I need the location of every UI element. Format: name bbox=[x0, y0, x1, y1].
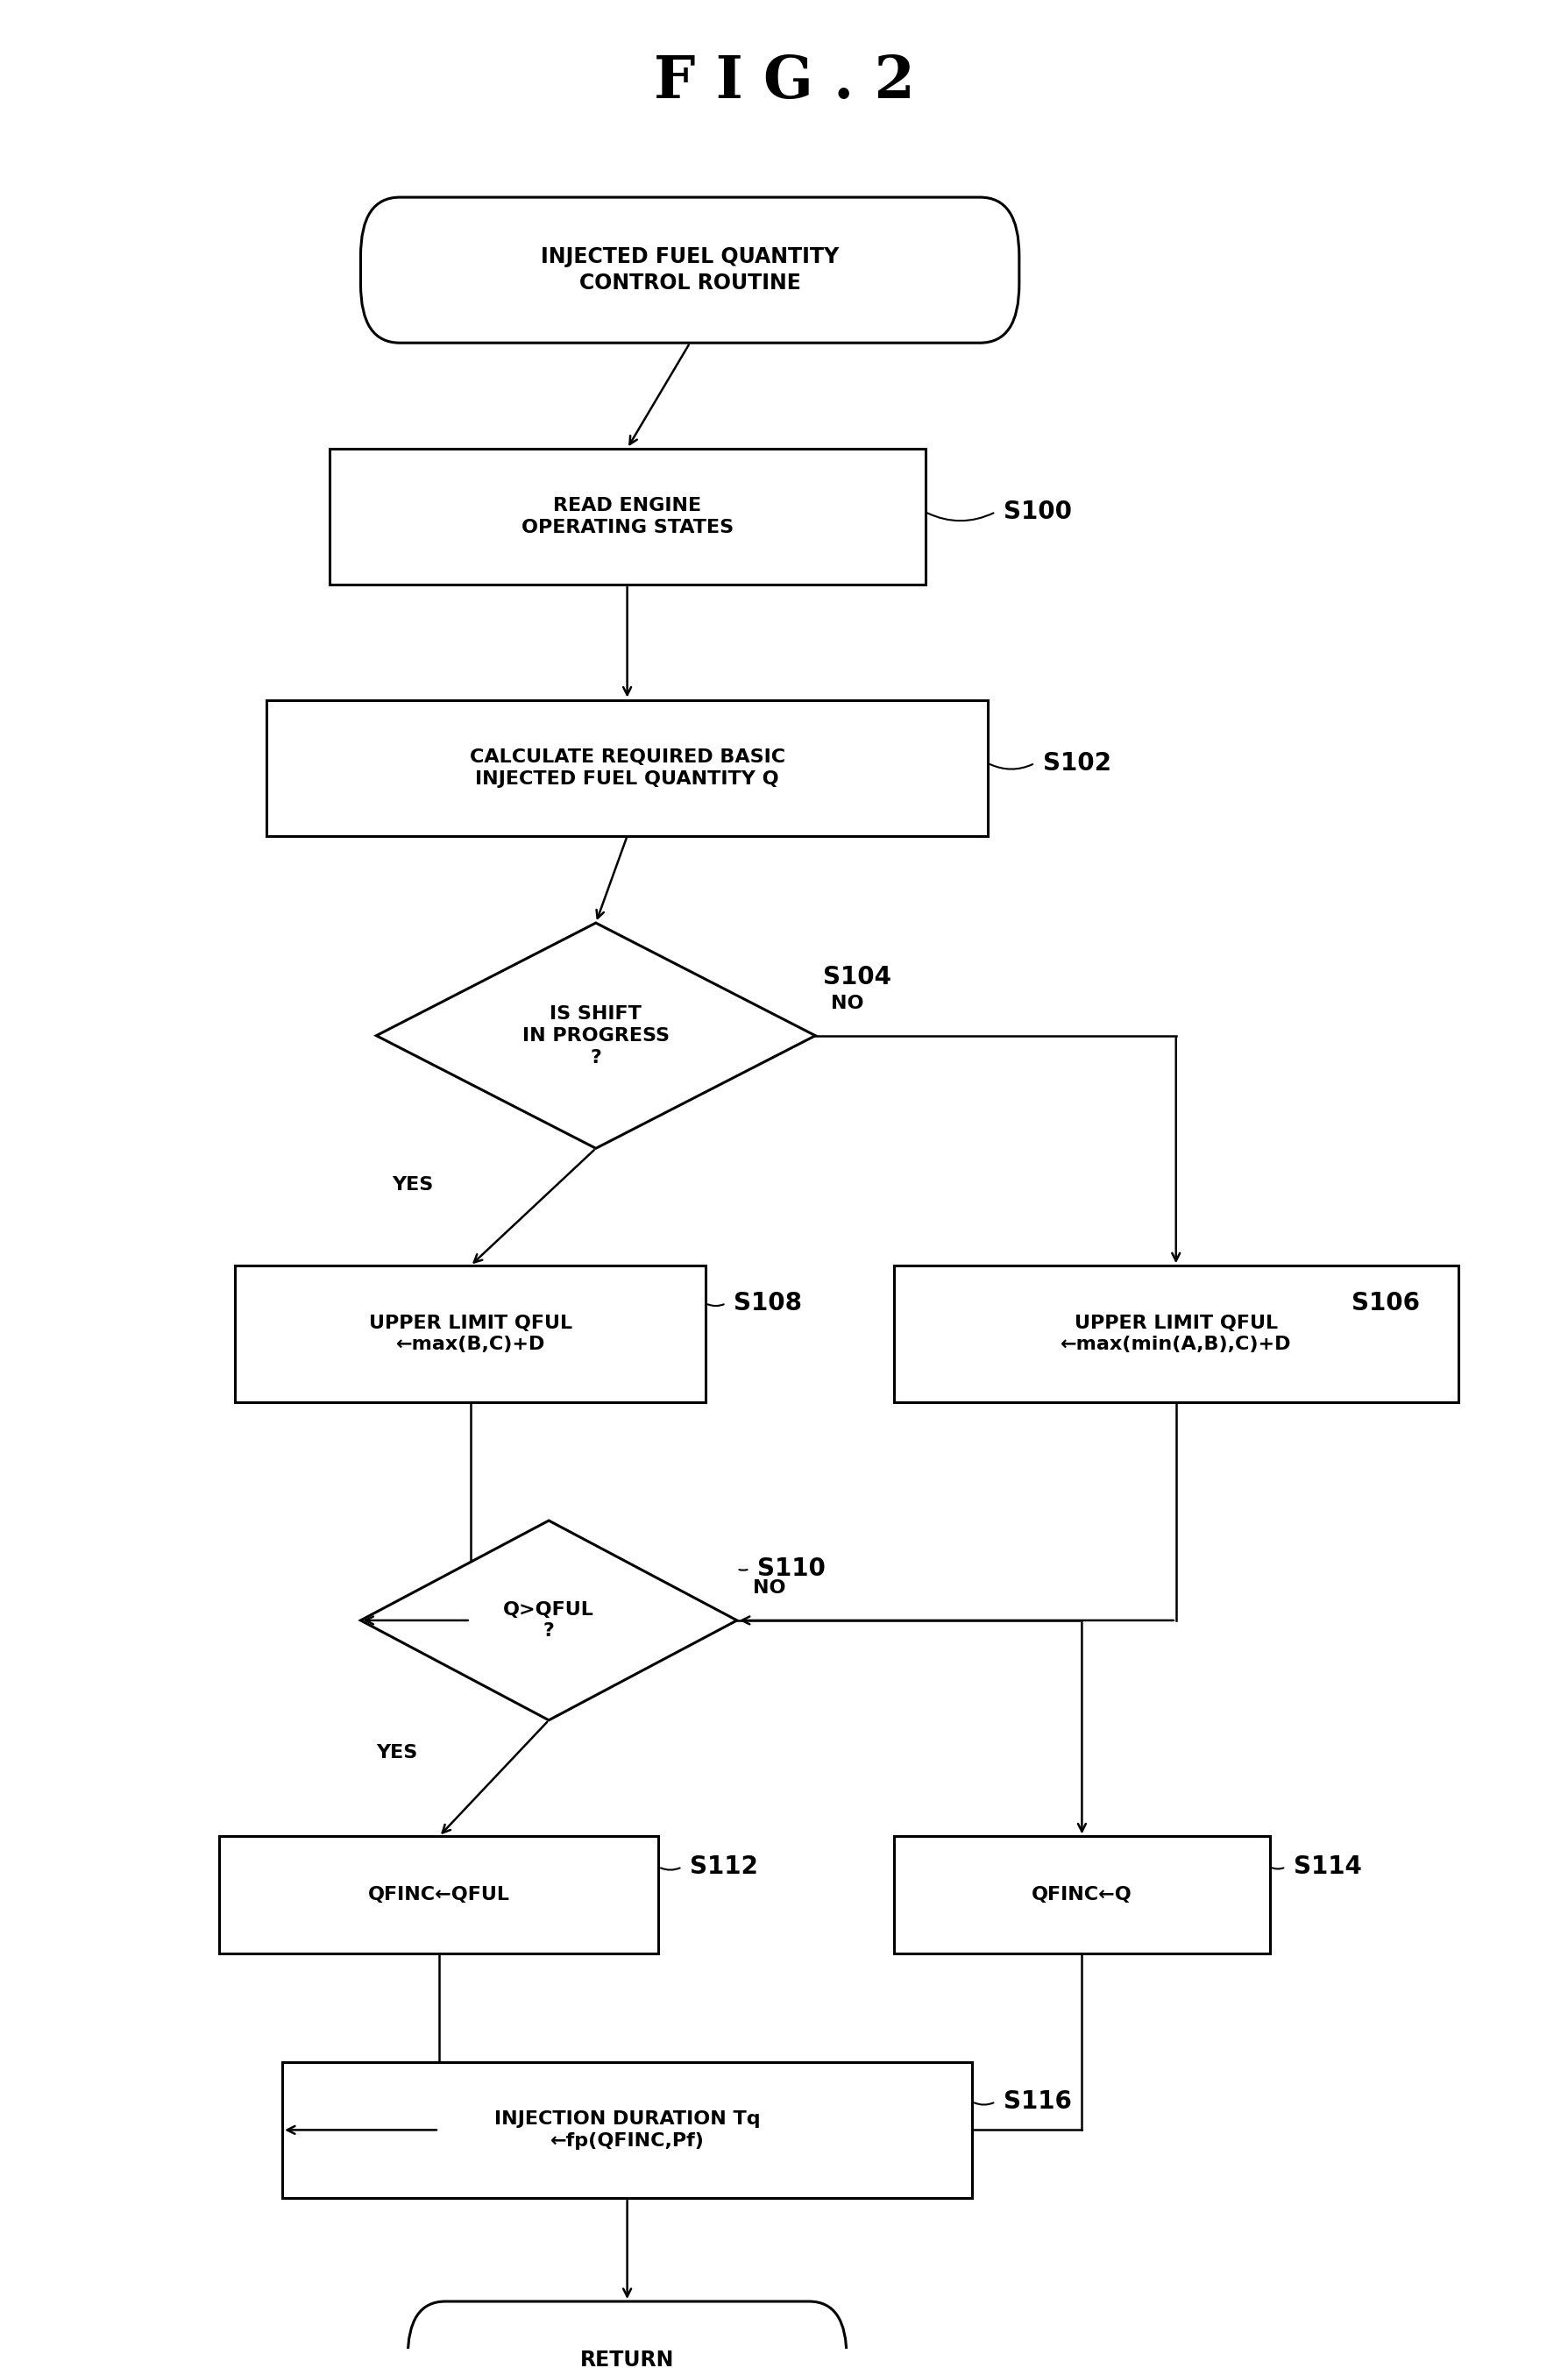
Text: INJECTION DURATION Tq
←fp(QFINC,Pf): INJECTION DURATION Tq ←fp(QFINC,Pf) bbox=[494, 2110, 760, 2150]
FancyBboxPatch shape bbox=[894, 1838, 1270, 1954]
Text: S116: S116 bbox=[1004, 2089, 1073, 2115]
Polygon shape bbox=[376, 924, 815, 1148]
Text: S112: S112 bbox=[690, 1854, 759, 1880]
Text: Q>QFUL
?: Q>QFUL ? bbox=[503, 1601, 594, 1641]
Text: S104: S104 bbox=[823, 964, 892, 990]
Text: S106: S106 bbox=[1352, 1291, 1421, 1317]
Text: QFINC←Q: QFINC←Q bbox=[1032, 1887, 1132, 1904]
Text: S108: S108 bbox=[734, 1291, 803, 1317]
FancyBboxPatch shape bbox=[235, 1267, 706, 1402]
Polygon shape bbox=[361, 1520, 737, 1719]
Text: S100: S100 bbox=[1004, 500, 1073, 523]
Text: RETURN: RETURN bbox=[580, 2349, 674, 2368]
Text: S114: S114 bbox=[1294, 1854, 1363, 1880]
Text: S110: S110 bbox=[757, 1556, 826, 1582]
Text: UPPER LIMIT QFUL
←max(B,C)+D: UPPER LIMIT QFUL ←max(B,C)+D bbox=[368, 1314, 572, 1354]
Text: F I G . 2: F I G . 2 bbox=[654, 54, 914, 111]
Text: YES: YES bbox=[376, 1743, 417, 1762]
Text: QFINC←QFUL: QFINC←QFUL bbox=[368, 1887, 510, 1904]
FancyBboxPatch shape bbox=[267, 701, 988, 836]
Text: IS SHIFT
IN PROGRESS
?: IS SHIFT IN PROGRESS ? bbox=[522, 1004, 670, 1066]
Text: YES: YES bbox=[392, 1177, 433, 1193]
FancyBboxPatch shape bbox=[329, 448, 925, 585]
FancyBboxPatch shape bbox=[282, 2063, 972, 2198]
Text: CALCULATE REQUIRED BASIC
INJECTED FUEL QUANTITY Q: CALCULATE REQUIRED BASIC INJECTED FUEL Q… bbox=[469, 748, 786, 789]
Text: READ ENGINE
OPERATING STATES: READ ENGINE OPERATING STATES bbox=[521, 497, 734, 535]
Text: UPPER LIMIT QFUL
←max(min(A,B),C)+D: UPPER LIMIT QFUL ←max(min(A,B),C)+D bbox=[1060, 1314, 1292, 1354]
Text: S102: S102 bbox=[1043, 751, 1112, 774]
Text: NO: NO bbox=[831, 995, 864, 1011]
FancyBboxPatch shape bbox=[894, 1267, 1458, 1402]
Text: NO: NO bbox=[753, 1579, 786, 1596]
FancyBboxPatch shape bbox=[220, 1838, 659, 1954]
Text: INJECTED FUEL QUANTITY
CONTROL ROUTINE: INJECTED FUEL QUANTITY CONTROL ROUTINE bbox=[541, 246, 839, 294]
FancyBboxPatch shape bbox=[361, 197, 1019, 343]
FancyBboxPatch shape bbox=[408, 2302, 847, 2368]
